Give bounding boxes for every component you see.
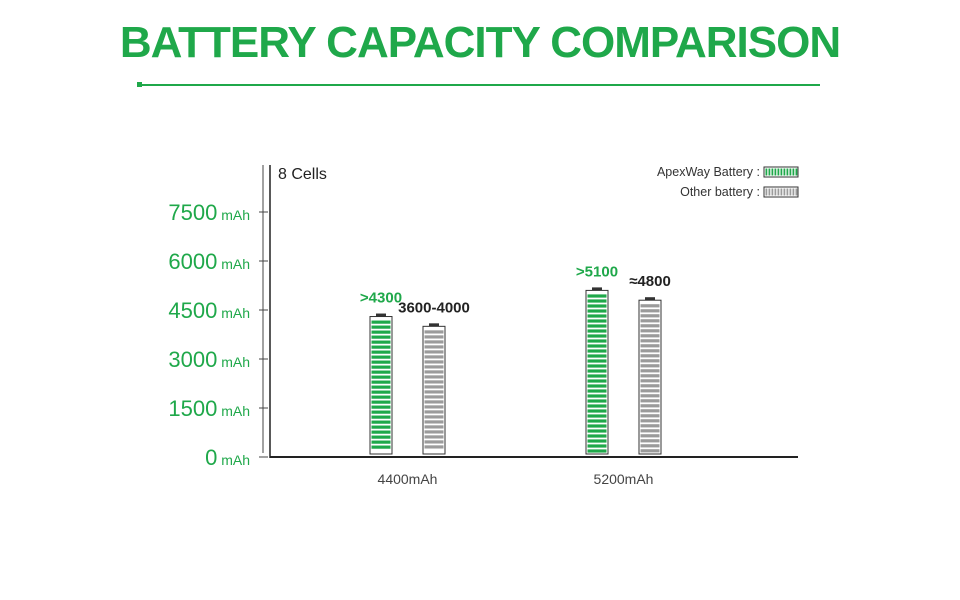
y-tick-label: 1500 mAh [168,396,250,421]
title-underline [138,84,820,86]
battery-cap [376,313,386,317]
data-label: >5100 [576,263,618,280]
other-bar [638,297,662,455]
legend: ApexWay Battery : Other battery : [657,165,799,199]
battery-stripes [371,320,391,449]
title-underline-marker [137,82,142,87]
battery-cap [429,323,439,327]
legend-label: Other battery : [680,185,760,199]
battery-stripes [587,294,607,453]
x-tick-label: 5200mAh [594,471,654,487]
x-tick-label: 4400mAh [378,471,438,487]
data-label: 3600-4000 [398,299,470,316]
y-tick-label: 7500 mAh [168,200,250,225]
apexway-bar [369,313,393,455]
data-label: >4300 [360,290,402,307]
y-tick-label: 3000 mAh [168,347,250,372]
x-axis-labels: 4400mAh 5200mAh [378,471,654,487]
y-tick-label: 4500 mAh [168,298,250,323]
battery-cap [592,287,602,291]
apexway-bar [585,287,609,455]
legend-label: ApexWay Battery : [657,165,760,179]
chart-title: BATTERY CAPACITY COMPARISON [119,18,841,67]
battery-cap [645,297,655,301]
legend-swatch-other [763,186,799,198]
y-tick-label: 6000 mAh [168,249,250,274]
battery-stripes [424,330,444,449]
other-bar [422,323,446,455]
battery-stripes [640,304,660,453]
legend-swatch-apexway [763,166,799,178]
y-axis-ticks: 0 mAh 1500 mAh 3000 mAh 4500 mAh 6000 mAh 750… [168,200,268,470]
chart-axes: 8 Cells [262,165,798,458]
chart-subtitle: 8 Cells [278,166,327,183]
y-tick-label: 0 mAh [205,445,250,470]
data-label: ≈4800 [629,273,671,290]
